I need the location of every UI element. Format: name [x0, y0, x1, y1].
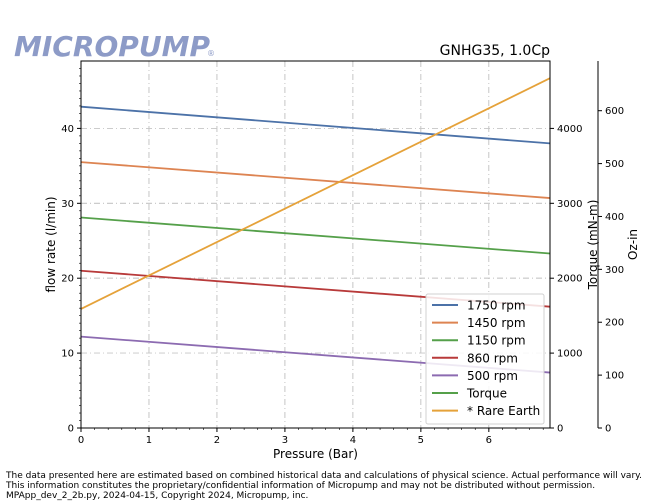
legend-label-1150-rpm: 1150 rpm — [467, 334, 526, 348]
x-tick-label: 0 — [78, 435, 84, 446]
legend-label-rare-earth: * Rare Earth — [467, 404, 540, 418]
y3-tick-label: 400 — [605, 212, 624, 223]
y-tick-label: 30 — [61, 199, 74, 210]
y2-tick-label: 1000 — [557, 349, 582, 360]
y2-tick-label: 4000 — [557, 124, 582, 135]
plot-frame — [80, 60, 551, 429]
series-line-rare-earth — [80, 77, 551, 310]
y2-tick-label: 2000 — [557, 274, 582, 285]
x-tick-label: 6 — [486, 435, 492, 446]
legend-label-1750-rpm: 1750 rpm — [467, 299, 526, 313]
y-tick-label: 0 — [68, 424, 74, 435]
x-axis-label: Pressure (Bar) — [273, 447, 358, 461]
grid — [81, 61, 550, 428]
footer-disclaimer: The data presented here are estimated ba… — [6, 471, 643, 481]
y3-axis-label: Oz-in — [626, 229, 640, 260]
micropump-logo: MICROPUMP ® — [14, 30, 215, 63]
y3-tick-label: 0 — [605, 424, 611, 435]
legend-box — [425, 293, 545, 425]
y2-tick-label: 3000 — [557, 199, 582, 210]
y-tick-label: 20 — [61, 274, 74, 285]
x-tick-label: 2 — [214, 435, 220, 446]
y2-axis-label: Torque (mN-m) — [586, 200, 600, 291]
legend: 1750 rpm 1450 rpm 1150 rpm 860 rpm 500 rpm To… — [425, 293, 545, 425]
logo-text: MICROPUMP — [14, 30, 210, 63]
legend-label-500-rpm: 500 rpm — [467, 369, 518, 383]
y2-tick-label: 0 — [557, 424, 563, 435]
y3-tick-label: 600 — [605, 106, 624, 117]
y3-tick-label: 200 — [605, 318, 624, 329]
x-axis: 0 1 2 3 4 5 6 — [78, 428, 544, 446]
series-lines — [80, 77, 551, 374]
legend-label-1450-rpm: 1450 rpm — [467, 316, 526, 330]
y-axis-right: 0 1000 2000 3000 4000 — [550, 124, 582, 435]
y-axis-label: flow rate (l/min) — [44, 196, 58, 292]
y-tick-label: 40 — [61, 124, 74, 135]
x-tick-label: 1 — [146, 435, 152, 446]
legend-label-860-rpm: 860 rpm — [467, 351, 518, 365]
series-line-1150-rpm — [80, 216, 551, 255]
y3-tick-label: 300 — [605, 265, 624, 276]
x-tick-label: 5 — [418, 435, 424, 446]
x-tick-label: 3 — [282, 435, 288, 446]
chart-title: GNHG35, 1.0Cp — [440, 43, 550, 59]
y3-tick-label: 500 — [605, 159, 624, 170]
y-axis-far-right: 0 100 200 300 400 500 600 — [598, 106, 624, 435]
y3-tick-label: 100 — [605, 371, 624, 382]
footer-confidential: This information constitutes the proprie… — [6, 481, 596, 491]
y-axis-left: 0 10 20 30 40 — [61, 68, 81, 435]
series-line-1450-rpm — [80, 161, 551, 199]
legend-label-torque: Torque — [466, 387, 507, 401]
logo-registered-mark: ® — [207, 49, 215, 58]
footer-version: MPApp_dev_2_2b.py, 2024-04-15, Copyright… — [6, 491, 309, 501]
y-tick-label: 10 — [61, 349, 74, 360]
x-tick-label: 4 — [350, 435, 356, 446]
series-line-1750-rpm — [80, 105, 551, 145]
